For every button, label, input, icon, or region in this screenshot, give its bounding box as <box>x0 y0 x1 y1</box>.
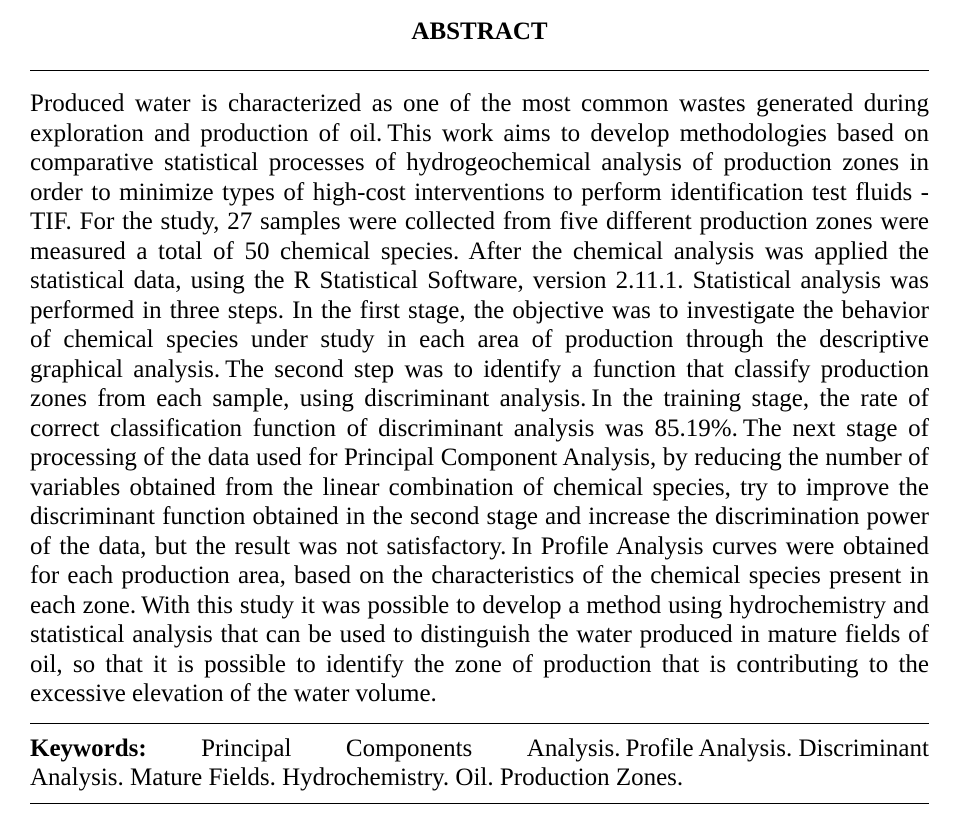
keywords-seg-2: Components <box>346 734 472 764</box>
bottom-rule <box>30 803 929 804</box>
keywords-block: Keywords: Principal Components Analysis.… <box>30 734 929 793</box>
keywords-label: Keywords: <box>30 734 147 764</box>
abstract-body: Produced water is characterized as one o… <box>30 89 929 709</box>
top-rule <box>30 70 929 71</box>
keywords-seg-3: Analysis. Profile Analysis. Discriminant <box>527 734 929 764</box>
mid-rule <box>30 723 929 724</box>
keywords-line-1: Keywords: Principal Components Analysis.… <box>30 734 929 764</box>
keywords-line-2: Analysis. Mature Fields. Hydrochemistry.… <box>30 763 929 793</box>
section-title: ABSTRACT <box>30 18 929 46</box>
abstract-page: ABSTRACT Produced water is characterized… <box>0 0 959 834</box>
keywords-seg-1: Principal <box>201 734 291 764</box>
